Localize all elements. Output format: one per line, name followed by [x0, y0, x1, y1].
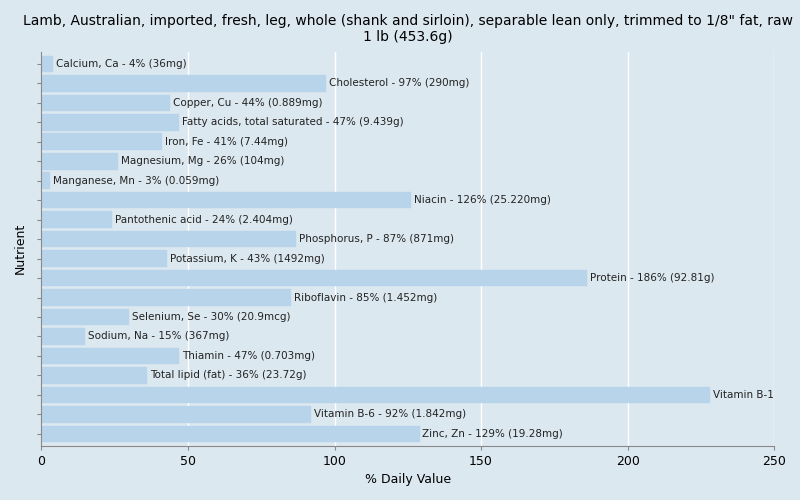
Text: Iron, Fe - 41% (7.44mg): Iron, Fe - 41% (7.44mg) — [165, 137, 287, 147]
Bar — [42, 308, 130, 326]
Bar — [42, 153, 118, 170]
Bar — [42, 406, 311, 422]
Text: Riboflavin - 85% (1.452mg): Riboflavin - 85% (1.452mg) — [294, 292, 437, 302]
Text: Thiamin - 47% (0.703mg): Thiamin - 47% (0.703mg) — [182, 351, 315, 361]
Bar — [42, 56, 53, 72]
Text: Pantothenic acid - 24% (2.404mg): Pantothenic acid - 24% (2.404mg) — [114, 214, 293, 224]
Text: Phosphorus, P - 87% (871mg): Phosphorus, P - 87% (871mg) — [299, 234, 454, 244]
Text: Vitamin B-6 - 92% (1.842mg): Vitamin B-6 - 92% (1.842mg) — [314, 410, 466, 420]
Text: Calcium, Ca - 4% (36mg): Calcium, Ca - 4% (36mg) — [56, 59, 186, 69]
Bar — [42, 290, 290, 306]
Bar — [42, 114, 179, 130]
Bar — [42, 367, 147, 384]
Bar — [42, 192, 410, 208]
Bar — [42, 75, 326, 92]
Bar — [42, 172, 50, 189]
Bar — [42, 231, 297, 248]
Text: Total lipid (fat) - 36% (23.72g): Total lipid (fat) - 36% (23.72g) — [150, 370, 306, 380]
Title: Lamb, Australian, imported, fresh, leg, whole (shank and sirloin), separable lea: Lamb, Australian, imported, fresh, leg, … — [23, 14, 793, 44]
Bar — [42, 270, 586, 286]
Text: Manganese, Mn - 3% (0.059mg): Manganese, Mn - 3% (0.059mg) — [53, 176, 219, 186]
Text: Zinc, Zn - 129% (19.28mg): Zinc, Zn - 129% (19.28mg) — [422, 429, 563, 439]
Bar — [42, 386, 710, 403]
Bar — [42, 426, 419, 442]
Bar — [42, 134, 162, 150]
Text: Niacin - 126% (25.220mg): Niacin - 126% (25.220mg) — [414, 195, 550, 205]
Text: Potassium, K - 43% (1492mg): Potassium, K - 43% (1492mg) — [170, 254, 325, 264]
Y-axis label: Nutrient: Nutrient — [14, 223, 27, 274]
Text: Copper, Cu - 44% (0.889mg): Copper, Cu - 44% (0.889mg) — [174, 98, 323, 108]
Bar — [42, 212, 112, 228]
Text: Protein - 186% (92.81g): Protein - 186% (92.81g) — [590, 273, 714, 283]
Bar — [42, 348, 179, 364]
Bar — [42, 328, 86, 345]
Text: Magnesium, Mg - 26% (104mg): Magnesium, Mg - 26% (104mg) — [121, 156, 284, 166]
Bar — [42, 250, 167, 267]
Text: Sodium, Na - 15% (367mg): Sodium, Na - 15% (367mg) — [88, 332, 230, 342]
Text: Vitamin B-12 - 228% (13.65mcg): Vitamin B-12 - 228% (13.65mcg) — [713, 390, 800, 400]
Text: Selenium, Se - 30% (20.9mcg): Selenium, Se - 30% (20.9mcg) — [132, 312, 291, 322]
Bar — [42, 94, 170, 111]
Text: Fatty acids, total saturated - 47% (9.439g): Fatty acids, total saturated - 47% (9.43… — [182, 118, 404, 128]
Text: Cholesterol - 97% (290mg): Cholesterol - 97% (290mg) — [329, 78, 469, 88]
X-axis label: % Daily Value: % Daily Value — [365, 473, 451, 486]
